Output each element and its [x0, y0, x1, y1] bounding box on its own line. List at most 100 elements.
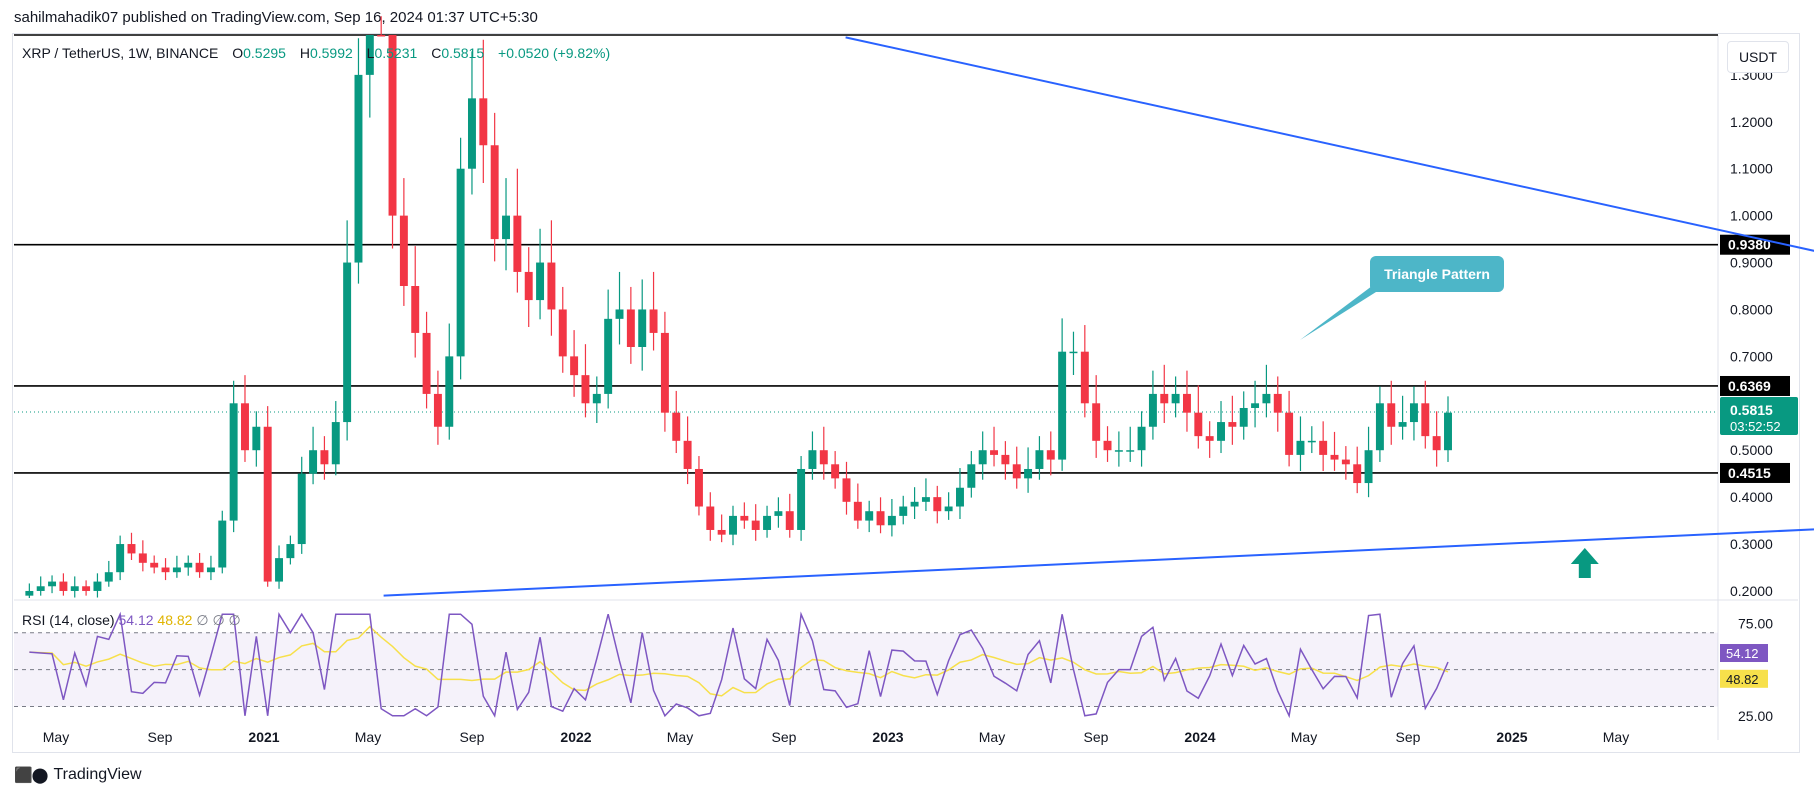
currency-selector[interactable]: USDT: [1727, 41, 1789, 73]
price-tick-label: 1.0000: [1730, 208, 1773, 224]
high-value: 0.5992: [309, 45, 353, 61]
candle-body: [751, 520, 760, 530]
candle-body: [422, 332, 431, 394]
candle-body: [604, 318, 613, 394]
time-axis-label: May: [979, 729, 1005, 745]
candle-body: [558, 309, 567, 357]
candle-body: [502, 215, 510, 240]
candle-body: [1137, 426, 1146, 451]
time-axis-label: May: [355, 729, 381, 745]
candle-body: [1080, 351, 1089, 404]
level-label: 0.4515: [1728, 465, 1771, 481]
candle-body: [1205, 436, 1214, 441]
price-tick-label: 0.5000: [1730, 442, 1773, 458]
candle-body: [25, 590, 34, 596]
candle-body: [887, 515, 896, 526]
candle-body: [286, 544, 295, 559]
candle-body: [1285, 412, 1294, 455]
open-value: 0.5295: [243, 45, 286, 61]
level-label: 0.6369: [1728, 378, 1771, 394]
time-axis-label: 2021: [248, 729, 279, 745]
last-price-label: 0.5815: [1730, 402, 1773, 418]
candle-body: [615, 309, 624, 319]
symbol-name[interactable]: XRP / TetherUS, 1W, BINANCE: [22, 45, 219, 61]
candle-body: [547, 262, 556, 310]
time-axis-label: Sep: [1084, 729, 1109, 745]
candle-body: [82, 586, 91, 591]
chart-frame: [12, 33, 1800, 753]
candle-body: [876, 511, 885, 526]
footer-brand-text: TradingView: [53, 766, 142, 783]
candle-body: [592, 393, 601, 404]
candle-body: [865, 511, 874, 521]
candle-body: [672, 412, 681, 441]
candle-body: [1330, 454, 1339, 460]
candle-body: [1239, 407, 1248, 427]
candle-body: [467, 98, 476, 169]
rsi-label[interactable]: RSI (14, close): [22, 612, 115, 628]
price-tick-label: 0.9000: [1730, 255, 1773, 271]
rsi-tick-label: 25.00: [1738, 708, 1773, 724]
candle-body: [104, 572, 113, 582]
candle-body: [717, 529, 726, 535]
rsi-value-badge: [1720, 644, 1768, 663]
candle-body: [1341, 459, 1350, 465]
candle-body: [853, 501, 862, 521]
support-arrow-up-icon: [1570, 548, 1599, 579]
price-tick-label: 0.4000: [1730, 489, 1773, 505]
candle-body: [263, 426, 272, 582]
candle-body: [1058, 351, 1067, 460]
low-value: 0.5231: [374, 45, 418, 61]
candle-body: [1364, 450, 1373, 484]
price-tick-label: 0.3000: [1730, 536, 1773, 552]
candle-body: [1160, 393, 1169, 404]
trendline-upper: [845, 36, 1814, 252]
countdown-label: 03:52:52: [1730, 419, 1781, 434]
rsi-value: 54.12: [118, 612, 154, 628]
candle-body: [944, 506, 953, 512]
high-label: H: [299, 45, 310, 61]
trendline-lower: [383, 528, 1814, 597]
candle-body: [490, 145, 499, 240]
rsi-line: [29, 611, 1449, 719]
candle-body: [956, 487, 964, 507]
candle-body: [1296, 440, 1305, 455]
candle-body: [479, 98, 488, 146]
candle-body: [842, 478, 851, 502]
candle-body: [536, 262, 545, 301]
candle-body: [320, 450, 329, 465]
footer-brand[interactable]: ⬛⬤ TradingView: [14, 766, 142, 784]
candle-body: [1035, 450, 1044, 469]
tradingview-logo-icon: ⬛⬤: [14, 767, 48, 784]
candle-body: [1444, 412, 1452, 451]
candle-body: [729, 515, 737, 535]
close-value: 0.5815: [441, 45, 485, 61]
candle-body: [1387, 403, 1396, 427]
candle-body: [1319, 440, 1328, 455]
candle-body: [1307, 440, 1316, 443]
triangle-pattern-callout[interactable]: Triangle Pattern: [1370, 256, 1504, 292]
candle-body: [1421, 403, 1430, 437]
candle-body: [638, 309, 647, 347]
rsi-extra-2: ∅: [212, 612, 225, 628]
candle-body: [388, 35, 397, 216]
candle-body: [683, 440, 692, 469]
candle-body: [399, 215, 408, 287]
candle-body: [706, 506, 715, 530]
time-axis-label: 2024: [1184, 729, 1215, 745]
candle-body: [93, 581, 102, 591]
candle-body: [1182, 393, 1191, 413]
candle-body: [456, 168, 465, 357]
time-axis-label: Sep: [772, 729, 797, 745]
candle-body: [206, 567, 215, 573]
rsi-ma-value: 48.82: [157, 612, 193, 628]
candle-body: [172, 567, 181, 573]
candle-body: [1432, 436, 1441, 451]
candle-body: [1217, 422, 1225, 441]
time-axis-label: 2022: [560, 729, 591, 745]
candle-body: [377, 35, 386, 37]
publish-caption: sahilmahadik07 published on TradingView.…: [14, 9, 538, 26]
price-tick-label: 0.7000: [1730, 348, 1773, 364]
candle-body: [797, 468, 806, 530]
